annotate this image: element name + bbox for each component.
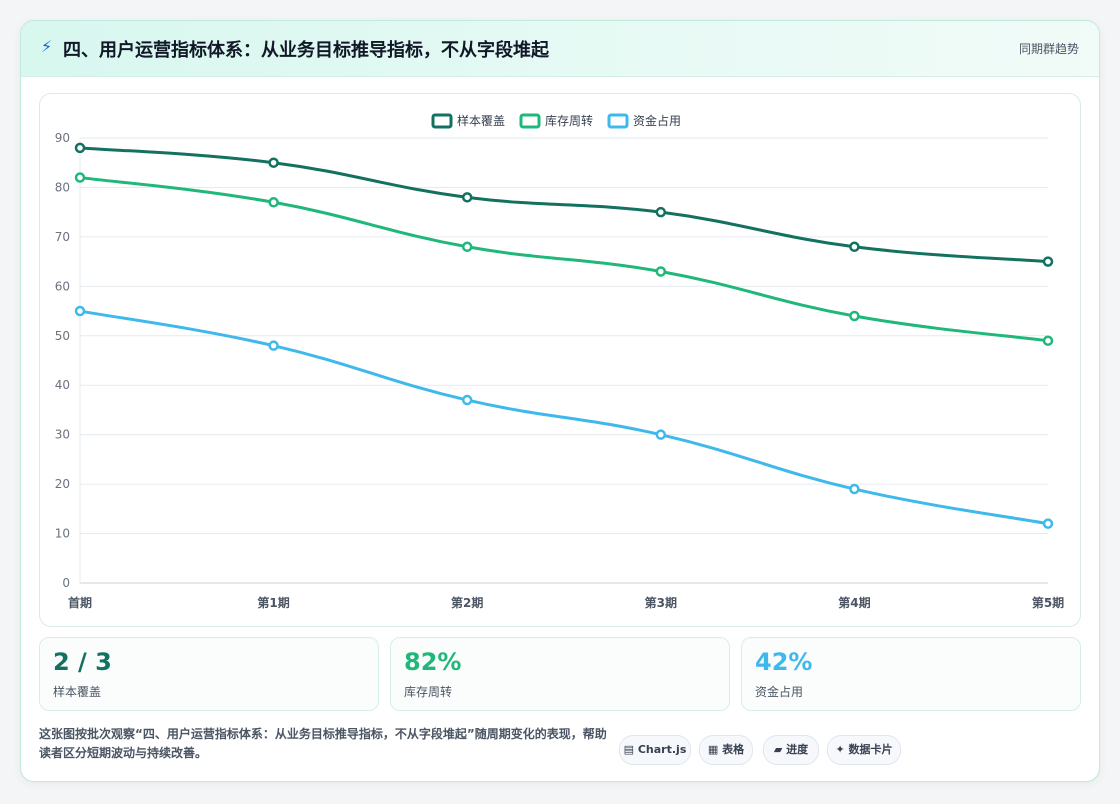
data-point (268, 340, 279, 351)
legend-swatch (431, 113, 453, 129)
data-point (74, 305, 86, 317)
chip-label: Chart.js (637, 743, 687, 756)
y-tick-label: 50 (55, 329, 70, 343)
data-point (849, 483, 860, 495)
y-tick-label: 10 (55, 527, 70, 541)
chart-container: 0 10 20 30 40 50 60 70 80 90 首期 第1期 第2期 第3期 第4期 第5期 样本覆盖… (39, 93, 1081, 627)
data-point (74, 142, 86, 154)
x-tick-label: 第4期 (838, 595, 870, 610)
x-tick-label: 首期 (68, 595, 92, 610)
y-tick-label: 80 (55, 180, 70, 194)
x-tick-label: 第2期 (451, 595, 483, 610)
legend-label-3: 资金占用 (633, 113, 681, 128)
card-header: ⚡ 四、用户运营指标体系：从业务目标推导指标，不从字段堆起 同期群趋势 (21, 21, 1099, 77)
chip-progress[interactable]: ▰ 进度 (763, 735, 819, 765)
data-point (655, 206, 667, 218)
page-title: 四、用户运营指标体系：从业务目标推导指标，不从字段堆起 (63, 40, 549, 61)
data-point (655, 429, 667, 440)
sparkle-icon: ✦ (835, 743, 845, 756)
progress-icon: ▰ (773, 743, 783, 756)
data-point (268, 197, 279, 208)
data-point (849, 310, 860, 322)
chip-label: 表格 (722, 743, 745, 756)
x-tick-label: 第1期 (257, 595, 289, 610)
series-line-2 (78, 176, 1050, 343)
y-tick-label: 30 (55, 428, 70, 442)
series-line-1 (78, 146, 1050, 264)
data-point (1042, 335, 1054, 346)
y-tick-label: 70 (55, 230, 70, 244)
data-point (849, 241, 860, 253)
chip-label: 数据卡片 (848, 743, 893, 756)
chart-description: 这张图按批次观察“四、用户运营指标体系：从业务目标推导指标，不从字段堆起”随周期… (39, 727, 607, 760)
stat-value: 42% (755, 648, 813, 676)
legend-label-1: 样本覆盖 (457, 113, 505, 128)
y-tick-label: 20 (55, 477, 70, 491)
lightning-icon: ⚡ (41, 37, 53, 56)
legend-swatch (607, 113, 629, 129)
chip-label: 进度 (786, 743, 809, 756)
stat-card-inventory: 82% 库存周转 (390, 637, 730, 711)
series-line-3 (78, 309, 1050, 526)
stat-card-sample: 2 / 3 样本覆盖 (39, 637, 379, 711)
stat-card-capital: 42% 资金占用 (741, 637, 1081, 711)
data-point (1042, 256, 1054, 267)
stat-label: 样本覆盖 (53, 685, 102, 699)
y-tick-label: 60 (55, 279, 70, 293)
y-tick-label: 90 (55, 131, 70, 145)
chip-table[interactable]: ▦ 表格 (699, 735, 753, 765)
x-tick-label: 第3期 (645, 595, 677, 610)
stat-value: 2 / 3 (53, 648, 112, 676)
y-tick-label: 0 (62, 576, 70, 590)
legend-label-2: 库存周转 (545, 113, 593, 128)
stat-label: 库存周转 (404, 685, 453, 699)
x-tick-label: 第5期 (1032, 595, 1064, 610)
chip-data-cards[interactable]: ✦ 数据卡片 (827, 735, 901, 765)
data-point (655, 266, 667, 277)
data-point (1042, 518, 1054, 529)
table-icon: ▦ (707, 743, 719, 756)
data-point (461, 394, 473, 406)
data-point (74, 172, 86, 183)
stat-label: 资金占用 (755, 685, 804, 699)
chart-icon: ▤ (623, 743, 635, 756)
data-point (461, 192, 473, 203)
legend-swatch (519, 113, 541, 129)
chip-chartjs[interactable]: ▤ Chart.js (619, 735, 691, 765)
stat-value: 82% (404, 648, 462, 676)
y-tick-label: 40 (55, 378, 70, 392)
data-point (461, 241, 473, 253)
report-card: ⚡ 四、用户运营指标体系：从业务目标推导指标，不从字段堆起 同期群趋势 0 10 2… (20, 20, 1100, 782)
line-chart: 0 10 20 30 40 50 60 70 80 90 首期 第1期 第2期 第3期 第4期 第5期 样本覆盖… (55, 113, 1064, 610)
header-subtitle: 同期群趋势 (1018, 42, 1079, 56)
data-point (268, 157, 279, 168)
